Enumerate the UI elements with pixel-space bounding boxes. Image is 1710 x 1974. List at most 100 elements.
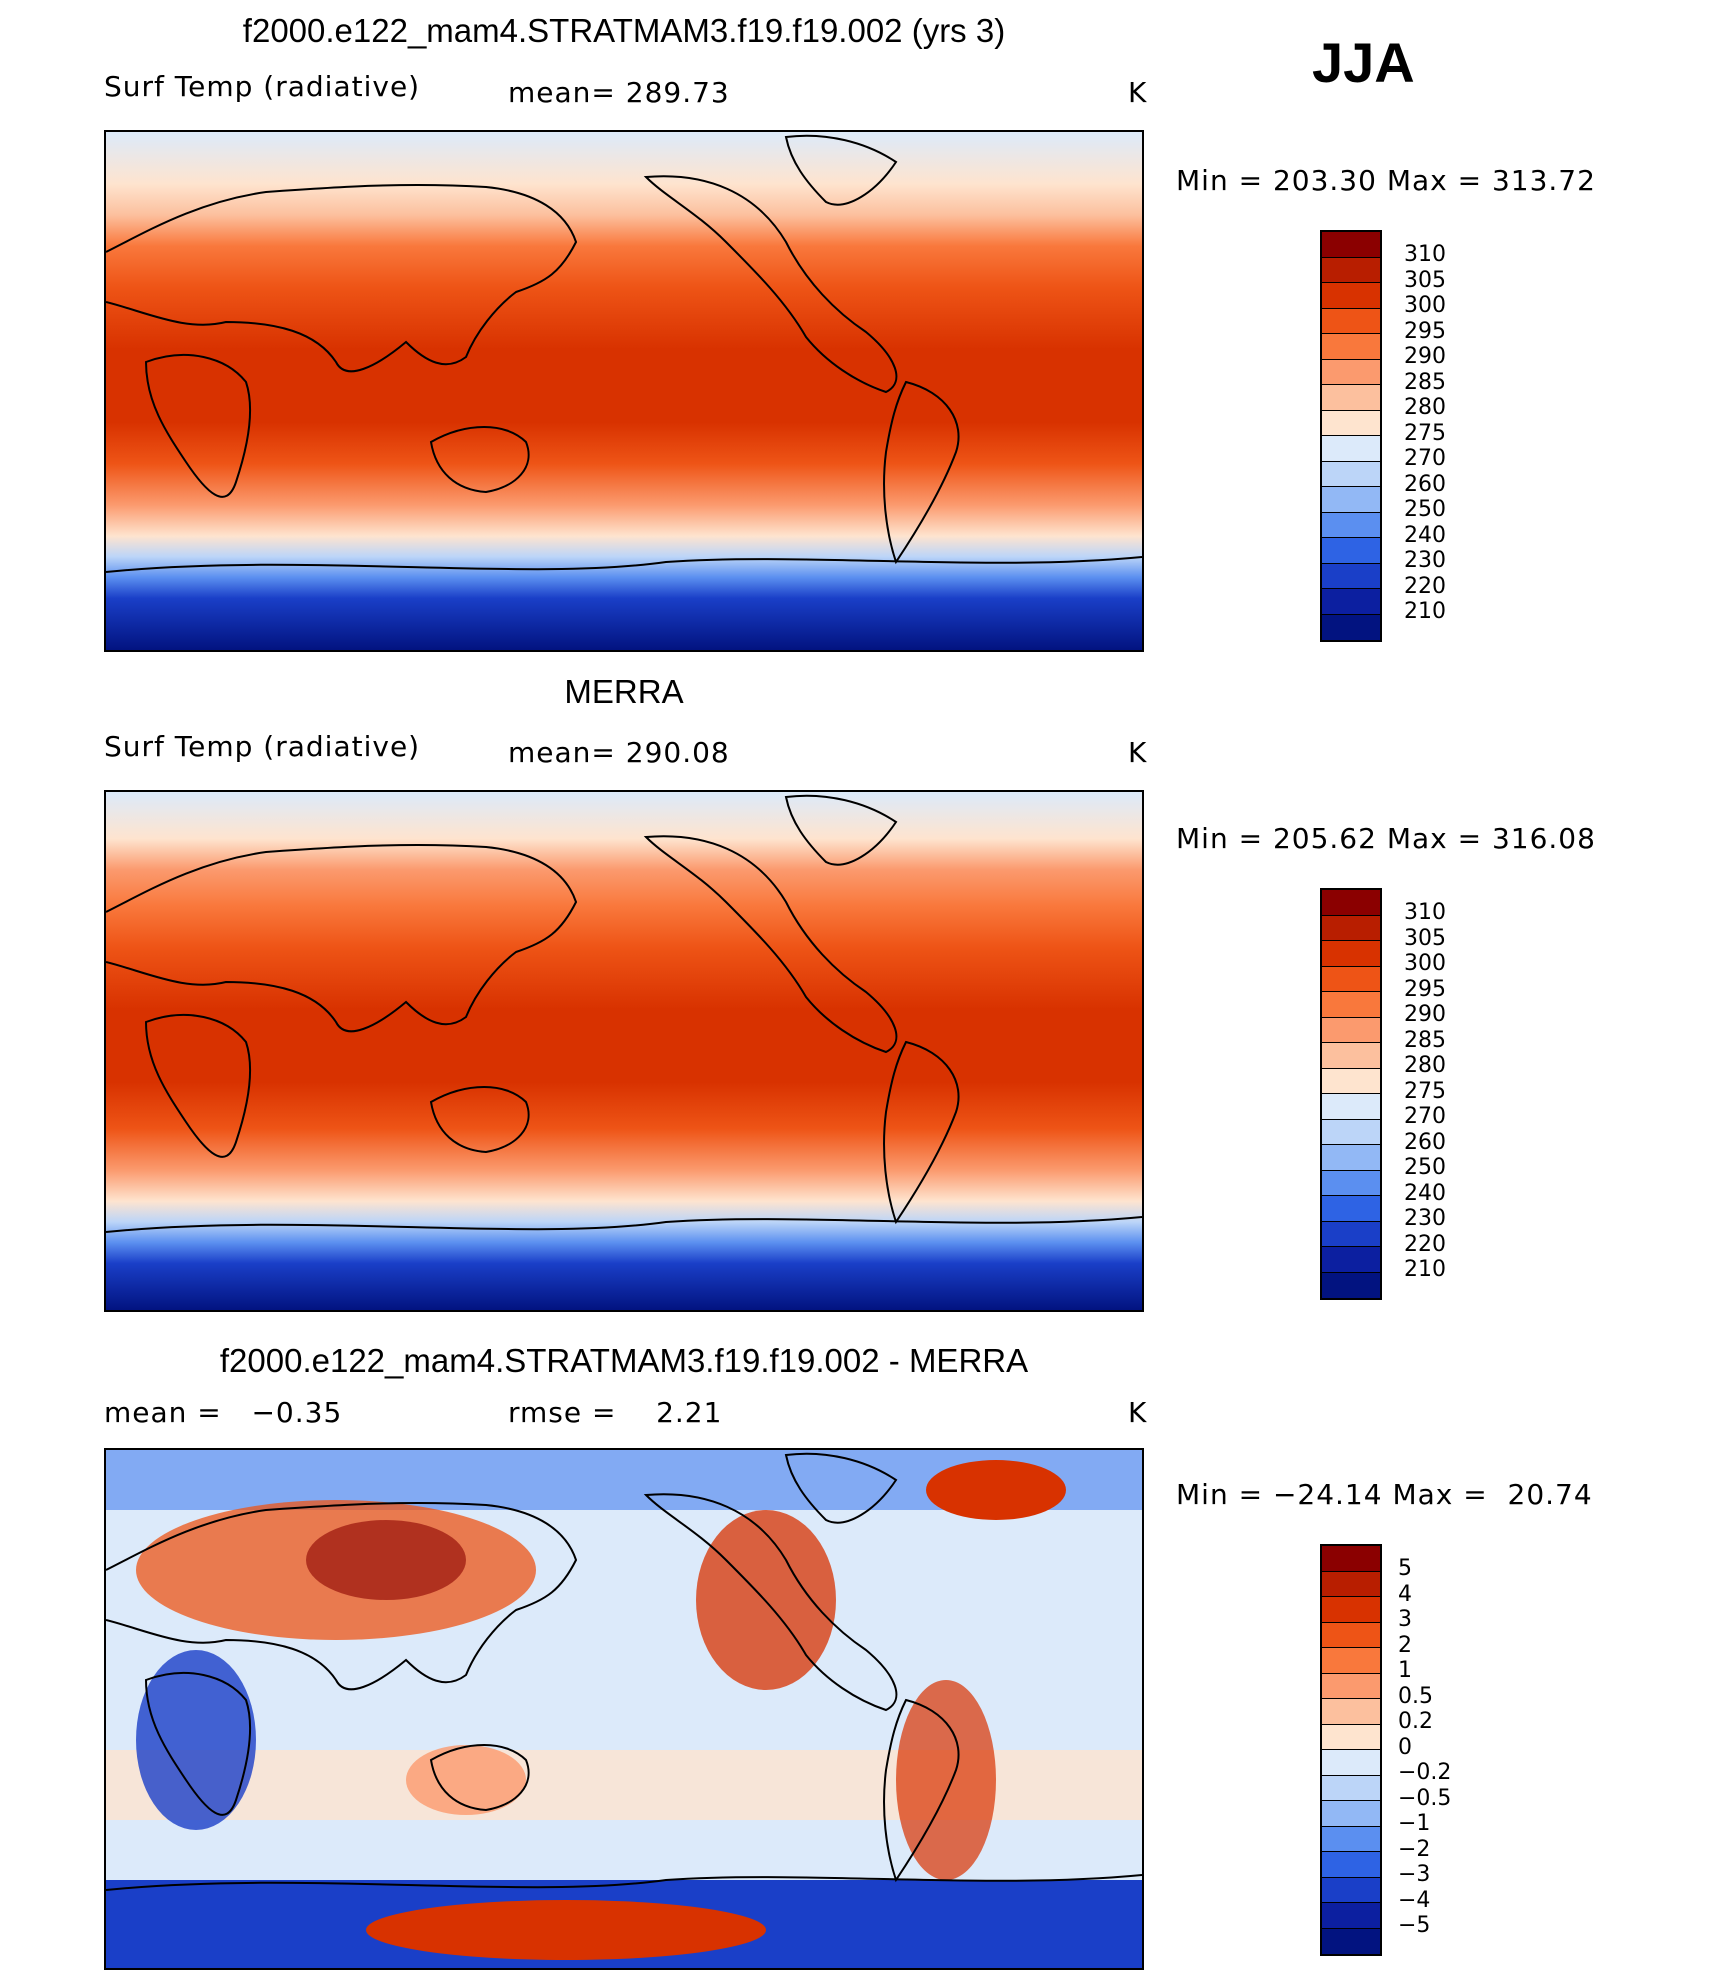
colorbar-tick-label: 295 [1404,318,1446,344]
colorbar-segment [1322,1801,1380,1827]
colorbar-tick-label: 295 [1404,976,1446,1002]
colorbar-segment [1322,1145,1380,1171]
colorbar-segment [1322,410,1380,436]
colorbar-tick-label: 0 [1398,1734,1412,1760]
panel-2-colorbar [1320,888,1382,1300]
panel-2-map [104,790,1144,1312]
colorbar-tick-label: 2 [1398,1632,1412,1658]
colorbar-segment [1322,334,1380,360]
panel-2-title: MERRA [564,673,684,710]
colorbar-segment [1322,359,1380,385]
panel-3-units: K [1128,1396,1148,1429]
colorbar-tick-label: 275 [1404,420,1446,446]
colorbar-segment [1322,461,1380,487]
colorbar-tick-label: 280 [1404,1053,1446,1078]
colorbar-tick-label: 3 [1398,1607,1412,1632]
panel-3-mean: mean = −0.35 [104,1396,343,1429]
colorbar-segment [1322,1170,1380,1196]
panel-3-colorbar [1320,1544,1382,1956]
panel-1-map [104,130,1144,652]
colorbar-segment [1322,1750,1380,1776]
panel-3-title: f2000.e122_mam4.STRATMAM3.f19.f19.002 - … [219,1342,1029,1379]
colorbar-segment [1322,1826,1380,1852]
colorbar-segment [1322,1017,1380,1043]
panel-1-units: K [1128,76,1148,109]
panel-2-colorbar-segments [1322,890,1380,1298]
colorbar-tick-label: 305 [1404,925,1446,951]
panel-2-colorbar-ticks: 310 305 300 295 290 285 280 275 270 260 250 240 230 2… [1404,900,1446,1283]
panel-2-coastlines [106,794,1142,1233]
panel-1-colorbar [1320,230,1382,642]
panel-2-variable: Surf Temp (radiative) [104,730,421,763]
colorbar-segment [1322,1546,1380,1572]
panel-1-map-svg [106,132,1142,650]
colorbar-tick-label: 4 [1398,1581,1412,1607]
colorbar-segment [1322,915,1380,941]
panel-3-colorbar-segments [1322,1546,1380,1954]
colorbar-segment [1322,1673,1380,1699]
colorbar-segment [1322,1928,1380,1954]
colorbar-segment [1322,1196,1380,1222]
colorbar-tick-label: 310 [1404,242,1446,267]
colorbar-segment [1322,1775,1380,1801]
colorbar-segment [1322,487,1380,513]
colorbar-tick-label: 230 [1404,548,1446,573]
colorbar-segment [1322,1622,1380,1648]
panel-1-colorbar-segments [1322,232,1380,640]
colorbar-segment [1322,1068,1380,1094]
colorbar-segment [1322,538,1380,564]
colorbar-tick-label: 285 [1404,369,1446,395]
colorbar-tick-label: 275 [1404,1078,1446,1104]
panel-3-minmax: Min = −24.14 Max = 20.74 [1176,1478,1593,1511]
panel-3-map [104,1448,1144,1970]
colorbar-segment [1322,385,1380,411]
colorbar-tick-label: 240 [1404,522,1446,548]
season-label: JJA [1312,31,1415,94]
colorbar-segment [1322,1094,1380,1120]
colorbar-segment [1322,1571,1380,1597]
colorbar-tick-label: 0.5 [1398,1683,1433,1709]
colorbar-segment [1322,1903,1380,1929]
colorbar-tick-label: 250 [1404,497,1446,522]
colorbar-segment [1322,1247,1380,1273]
panel-3-map-svg [106,1450,1142,1968]
colorbar-tick-label: 270 [1404,446,1446,471]
panel-2-minmax: Min = 205.62 Max = 316.08 [1176,822,1596,855]
colorbar-segment [1322,1043,1380,1069]
colorbar-tick-label: 5 [1398,1556,1412,1581]
colorbar-tick-label: 270 [1404,1104,1446,1129]
colorbar-tick-label: 285 [1404,1027,1446,1053]
colorbar-segment [1322,992,1380,1018]
panel-1-title: f2000.e122_mam4.STRATMAM3.f19.f19.002 (y… [242,12,1006,49]
colorbar-segment [1322,436,1380,462]
panel-1-mean: mean= 289.73 [508,76,730,109]
colorbar-tick-label: 300 [1404,293,1446,318]
colorbar-segment [1322,589,1380,615]
colorbar-tick-label: 230 [1404,1206,1446,1231]
colorbar-tick-label: 260 [1404,1129,1446,1155]
colorbar-tick-label: 220 [1404,1231,1446,1257]
colorbar-segment [1322,941,1380,967]
colorbar-tick-label: −4 [1398,1887,1431,1913]
colorbar-segment [1322,1648,1380,1674]
colorbar-segment [1322,614,1380,640]
colorbar-tick-label: −0.2 [1398,1760,1452,1785]
colorbar-tick-label: 310 [1404,900,1446,925]
colorbar-tick-label: 300 [1404,951,1446,976]
colorbar-segment [1322,1877,1380,1903]
colorbar-segment [1322,1272,1380,1298]
panel-1-colorbar-ticks: 310 305 300 295 290 285 280 275 270 260 250 240 230 2… [1404,242,1446,625]
colorbar-tick-label: 305 [1404,267,1446,293]
colorbar-segment [1322,1221,1380,1247]
panel-3-rmse: rmse = 2.21 [508,1396,723,1429]
colorbar-segment [1322,1699,1380,1725]
colorbar-segment [1322,563,1380,589]
colorbar-tick-label: 0.2 [1398,1709,1433,1734]
colorbar-segment [1322,308,1380,334]
colorbar-tick-label: 280 [1404,395,1446,420]
colorbar-tick-label: 240 [1404,1180,1446,1206]
colorbar-segment [1322,966,1380,992]
colorbar-tick-label: −1 [1398,1811,1431,1836]
panel-1-minmax: Min = 203.30 Max = 313.72 [1176,164,1596,197]
colorbar-segment [1322,1852,1380,1878]
